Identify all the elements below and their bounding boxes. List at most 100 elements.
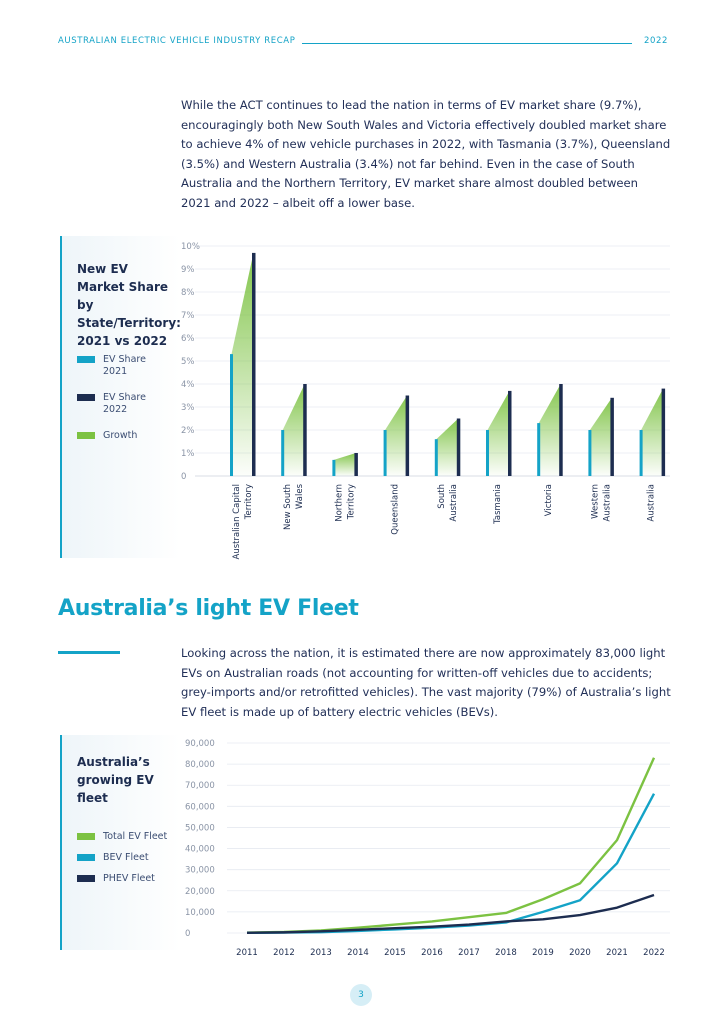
chart2-xtick-label: 2012 — [273, 948, 295, 958]
chart1-category-line: Tasmania — [493, 484, 503, 525]
chart2-xtick-label: 2021 — [606, 948, 628, 958]
chart1-bar-2022 — [661, 388, 666, 476]
chart1-bar-2022 — [456, 418, 461, 476]
chart1-bar-2021 — [383, 430, 387, 476]
market-share-panel: New EV Market Share by State/Territory: … — [60, 236, 181, 558]
chart1-category-label: South Australia — [437, 484, 459, 522]
chart1-ytick-label: 0 — [181, 472, 186, 482]
chart2-line-phev — [246, 893, 655, 934]
chart1-category-line: Wales — [295, 483, 305, 509]
legend-item-growth: Growth — [77, 430, 167, 442]
chart1-growth-area — [436, 418, 459, 476]
legend-swatch-growth — [77, 432, 95, 439]
chart1-growth-area — [538, 384, 561, 476]
chart1-bar-2021 — [281, 430, 285, 476]
chart1-category-label: Victoria — [544, 484, 554, 516]
section-title-rule — [58, 651, 120, 654]
legend-label-2021: EV Share 2021 — [103, 354, 146, 377]
legend-item-ev-share-2021: EV Share 2021 — [77, 354, 167, 378]
chart1-bar-2022 — [354, 453, 358, 476]
chart1-bar-2021 — [332, 459, 336, 476]
chart1-category-label: Australian Capital Territory — [232, 484, 254, 560]
chart1-ytick-label: 5% — [181, 357, 195, 367]
chart1-ytick-label: 1% — [181, 449, 195, 459]
chart1-category-label: New South Wales — [283, 483, 305, 530]
chart2-xtick-label: 2019 — [532, 948, 554, 958]
legend-label-total: Total EV Fleet — [103, 831, 168, 842]
chart2-xtick-label: 2015 — [384, 948, 406, 958]
chart1-category-line: Victoria — [544, 484, 554, 516]
chart2-ytick-label: 30,000 — [185, 866, 215, 876]
chart1-bar-2021 — [639, 430, 643, 476]
chart1-ytick-label: 4% — [181, 380, 195, 390]
chart2-ytick-label: 90,000 — [185, 739, 215, 749]
chart1-bar-2021 — [537, 423, 541, 476]
legend-label-bev: BEV Fleet — [103, 852, 149, 863]
fleet-legend: Total EV Fleet BEV Fleet PHEV Fleet — [77, 831, 177, 885]
chart1-ytick-label: 2% — [181, 426, 195, 436]
chart1-category-line: Northern — [334, 484, 344, 522]
market-share-chart: 0 1% 2% 3% 4% 5% 6% 7% 8% 9% 10% Australian Capita… — [181, 242, 670, 560]
chart2-ytick-label: 40,000 — [185, 845, 215, 855]
chart1-category-line: Queensland — [391, 484, 401, 535]
chart1-growth-area — [231, 252, 254, 476]
chart1-growth-area — [282, 384, 305, 476]
chart2-ytick-label: 60,000 — [185, 802, 215, 812]
chart1-bar-2022 — [252, 252, 256, 476]
chart1-bar-2021 — [230, 354, 233, 476]
chart1-category-label: Tasmania — [493, 484, 503, 525]
legend-item-bev: BEV Fleet — [77, 852, 177, 864]
chart1-category-line: Australia — [602, 484, 612, 522]
chart1-category-line: Australian Capital — [232, 484, 242, 560]
legend-swatch-phev — [77, 875, 95, 882]
chart2-xtick-label: 2018 — [495, 948, 517, 958]
fleet-title: Australia’s growing EV fleet — [77, 755, 154, 805]
intro-paragraph: While the ACT continues to lead the nati… — [181, 98, 671, 210]
chart1-ytick-label: 10% — [181, 242, 200, 252]
section-title: Australia’s light EV Fleet — [58, 596, 359, 621]
chart1-bar-2022 — [559, 384, 563, 476]
chart2-xtick-label: 2020 — [569, 948, 591, 958]
chart1-ytick-label: 7% — [181, 311, 195, 321]
chart1-category-line: Territory — [244, 484, 254, 520]
chart2-xtick-label: 2011 — [236, 948, 258, 958]
chart1-ytick-label: 6% — [181, 334, 195, 344]
chart2-xtick-label: 2016 — [421, 948, 443, 958]
header-title: AUSTRALIAN ELECTRIC VEHICLE INDUSTRY REC… — [58, 36, 296, 46]
chart1-category-line: Australia — [647, 484, 657, 522]
fleet-panel: Australia’s growing EV fleet Total EV Fl… — [60, 735, 180, 950]
chart1-growth-area — [487, 390, 510, 476]
chart1-bar-2021 — [588, 430, 592, 476]
legend-swatch-total — [77, 833, 95, 840]
chart1-ytick-label: 8% — [181, 288, 195, 298]
legend-swatch-2022 — [77, 394, 95, 401]
legend-label-growth: Growth — [103, 430, 138, 441]
chart1-category-label: Western Australia — [590, 484, 612, 522]
chart2-ytick-label: 10,000 — [185, 908, 215, 918]
chart1-category-label: Queensland — [391, 484, 401, 535]
chart2-ytick-label: 70,000 — [185, 781, 215, 791]
chart1-bar-2022 — [303, 384, 307, 476]
chart1-growth-area — [385, 395, 408, 476]
chart1-category-line: Territory — [346, 484, 356, 520]
chart2-xtick-label: 2022 — [643, 948, 665, 958]
market-share-title: New EV Market Share by State/Territory: … — [77, 262, 181, 348]
chart1-category-label: Northern Territory — [334, 484, 356, 522]
chart2-ytick-label: 0 — [185, 929, 190, 939]
legend-label-phev: PHEV Fleet — [103, 873, 155, 884]
legend-swatch-bev — [77, 854, 95, 861]
legend-label-2022: EV Share 2022 — [103, 392, 146, 415]
chart2-line-total — [246, 757, 656, 934]
legend-swatch-2021 — [77, 356, 95, 363]
chart1-bar-2021 — [434, 439, 438, 476]
header-rule — [302, 43, 632, 44]
chart2-xtick-label: 2014 — [347, 948, 369, 958]
chart1-growth-area — [641, 388, 664, 476]
chart1-category-label: Australia — [647, 484, 657, 522]
header-year: 2022 — [643, 36, 668, 46]
chart2-ytick-label: 20,000 — [185, 887, 215, 897]
legend-item-ev-share-2022: EV Share 2022 — [77, 392, 167, 416]
chart2-ytick-label: 50,000 — [185, 823, 215, 833]
market-share-legend: EV Share 2021 EV Share 2022 Growth — [77, 354, 167, 442]
chart2-xtick-label: 2017 — [458, 948, 480, 958]
